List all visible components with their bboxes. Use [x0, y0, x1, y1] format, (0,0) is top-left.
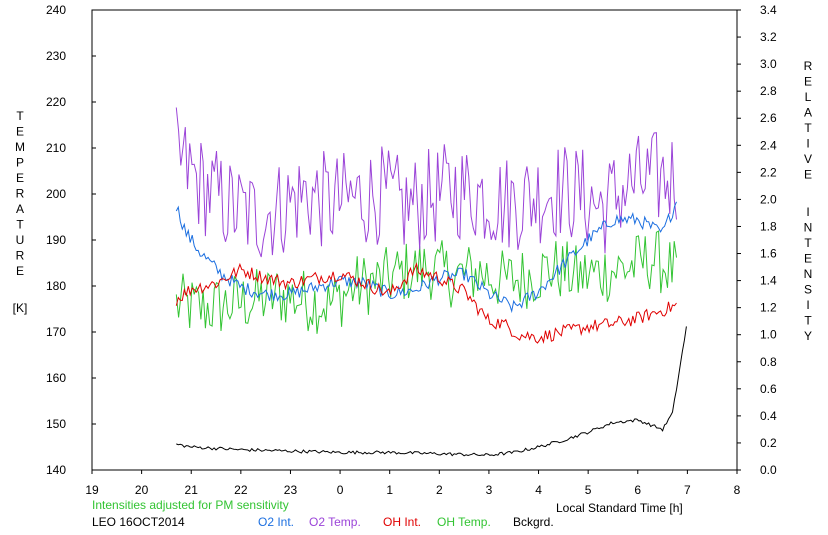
- left-axis-letter: R: [16, 249, 25, 263]
- left-axis-letter: U: [16, 233, 25, 247]
- x-tick-label: 20: [135, 483, 149, 497]
- right-axis-letter: R: [804, 59, 813, 73]
- legend-entry: O2 Int.: [258, 515, 294, 529]
- right-axis-letter: Y: [804, 329, 812, 343]
- right-tick-label: 2.2: [760, 165, 777, 179]
- x-axis-ticks: 19 20 21 22 23 0 1 2 3 4 5 6 7 8: [85, 470, 741, 497]
- x-tick-label: 6: [634, 483, 641, 497]
- right-tick-label: 1.0: [760, 328, 777, 342]
- x-tick-label: 8: [734, 483, 741, 497]
- left-axis-letter: P: [16, 156, 24, 170]
- left-axis-letter: T: [16, 218, 24, 232]
- o2-int-line: [175, 201, 677, 314]
- right-tick-label: 1.6: [760, 247, 777, 261]
- right-tick-label: 2.6: [760, 111, 777, 125]
- legend: O2 Int. O2 Temp. OH Int. OH Temp. Bckgrd.: [258, 515, 554, 529]
- oh-int-line: [175, 262, 677, 345]
- legend-entry: Bckgrd.: [513, 515, 554, 529]
- left-tick-label: 240: [46, 3, 66, 17]
- x-tick-label: 4: [535, 483, 542, 497]
- x-tick-label: 21: [185, 483, 199, 497]
- left-axis-letter: E: [16, 125, 24, 139]
- x-tick-label: 7: [684, 483, 691, 497]
- series-layer: [175, 107, 687, 457]
- left-tick-label: 220: [46, 95, 66, 109]
- right-axis-letter: T: [804, 314, 812, 328]
- plot-frame: [91, 9, 738, 471]
- right-axis-letter: I: [806, 205, 809, 219]
- x-tick-label: 5: [585, 483, 592, 497]
- right-axis-letter: I: [806, 298, 809, 312]
- left-axis-letter: E: [16, 171, 24, 185]
- right-axis-letter: T: [804, 121, 812, 135]
- right-axis-letter: I: [806, 137, 809, 151]
- left-axis-ticks: 140 150 160 170 180 190 200 210 220 230 240: [46, 3, 96, 477]
- left-tick-label: 210: [46, 141, 66, 155]
- right-axis-letter: E: [804, 252, 812, 266]
- right-tick-label: 1.8: [760, 219, 777, 233]
- legend-entry: O2 Temp.: [309, 515, 361, 529]
- right-tick-label: 3.2: [760, 30, 777, 44]
- right-axis-letter: N: [804, 267, 813, 281]
- left-tick-label: 150: [46, 417, 66, 431]
- right-axis-letter: A: [804, 106, 812, 120]
- left-axis-letter: R: [16, 187, 25, 201]
- x-tick-label: 1: [386, 483, 393, 497]
- left-tick-label: 200: [46, 187, 66, 201]
- station-date: LEO 16OCT2014: [92, 515, 185, 529]
- right-tick-label: 2.4: [760, 138, 777, 152]
- x-tick-label: 0: [337, 483, 344, 497]
- left-axis-letter: M: [15, 140, 25, 154]
- right-tick-label: 3.0: [760, 57, 777, 71]
- legend-entry: OH Temp.: [437, 515, 491, 529]
- right-axis-letter: E: [804, 168, 812, 182]
- right-axis-letter: N: [804, 221, 813, 235]
- right-tick-label: 0.6: [760, 382, 777, 396]
- sensitivity-note: Intensities adjusted for PM sensitivity: [92, 498, 289, 512]
- left-tick-label: 140: [46, 463, 66, 477]
- left-tick-label: 160: [46, 371, 66, 385]
- left-tick-label: 180: [46, 279, 66, 293]
- left-axis-letter: T: [16, 109, 24, 123]
- o2-temp-line: [175, 107, 677, 258]
- x-tick-label: 22: [234, 483, 248, 497]
- right-axis-ticks: 0.0 0.2 0.4 0.6 0.8 1.0 1.2 1.4 1.6 1.8 2.0 2.2 2.4 2…: [737, 3, 777, 477]
- right-tick-label: 2.8: [760, 84, 777, 98]
- x-axis-label: Local Standard Time [h]: [556, 501, 683, 515]
- x-tick-label: 23: [284, 483, 298, 497]
- right-tick-label: 1.4: [760, 274, 777, 288]
- x-tick-label: 19: [85, 483, 99, 497]
- left-tick-label: 170: [46, 325, 66, 339]
- right-tick-label: 0.0: [760, 463, 777, 477]
- right-tick-label: 0.4: [760, 409, 777, 423]
- x-tick-label: 2: [436, 483, 443, 497]
- left-axis-letter: A: [16, 202, 24, 216]
- right-axis-letter: T: [804, 236, 812, 250]
- right-axis-letter: E: [804, 75, 812, 89]
- x-tick-label: 3: [486, 483, 493, 497]
- left-axis-unit: [K]: [13, 301, 28, 315]
- right-axis-letter: L: [805, 90, 812, 104]
- right-tick-label: 3.4: [760, 3, 777, 17]
- oh-temp-line: [175, 230, 677, 334]
- left-tick-label: 190: [46, 233, 66, 247]
- right-axis-letter: S: [804, 283, 812, 297]
- left-axis-letter: E: [16, 264, 24, 278]
- bckgrd-line: [176, 326, 687, 457]
- right-tick-label: 0.8: [760, 355, 777, 369]
- right-axis-letter: V: [804, 152, 812, 166]
- legend-entry: OH Int.: [383, 515, 421, 529]
- left-tick-label: 230: [46, 49, 66, 63]
- right-tick-label: 0.2: [760, 436, 777, 450]
- right-tick-label: 1.2: [760, 301, 777, 315]
- right-tick-label: 2.0: [760, 192, 777, 206]
